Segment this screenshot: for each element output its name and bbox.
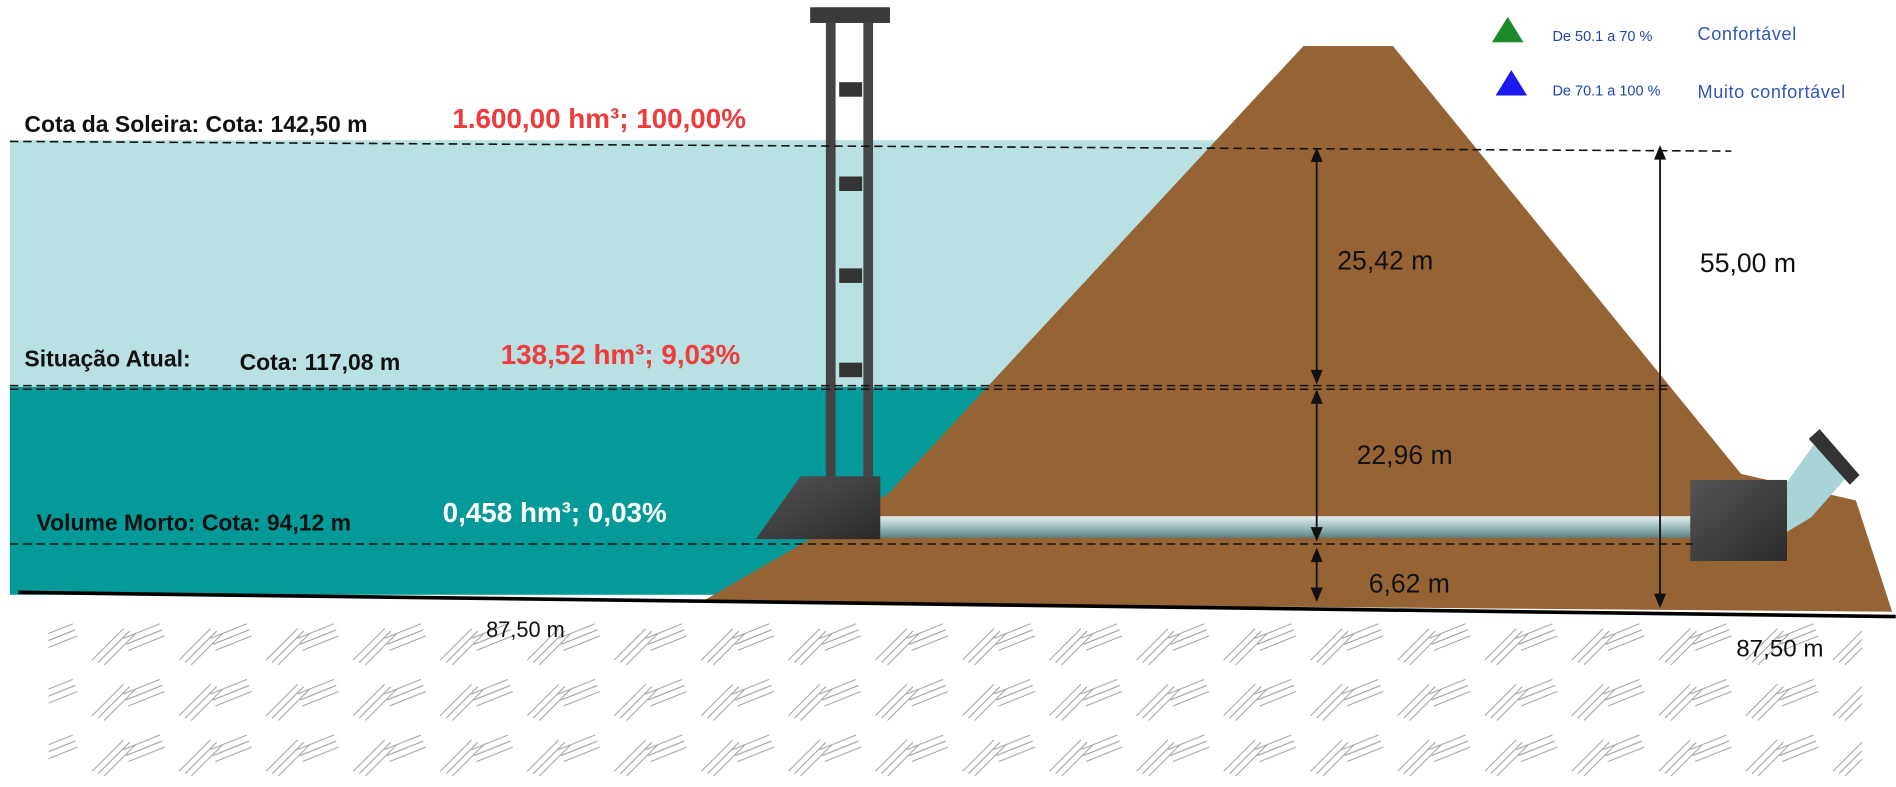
dimension-label: 6,62 m — [1369, 568, 1450, 598]
tower-leg — [863, 22, 874, 477]
dam-body — [701, 45, 1893, 612]
ground-hatch — [48, 610, 1862, 780]
dimension-label: 55,00 m — [1700, 248, 1796, 278]
level-cota: Cota: 117,08 m — [240, 349, 401, 375]
legend-marker — [1492, 16, 1524, 43]
level-volume: 138,52 hm³; 9,03% — [501, 339, 741, 370]
intake — [755, 476, 881, 540]
tower-gate — [839, 82, 863, 97]
pipe — [880, 516, 1693, 538]
tower-leg — [825, 22, 836, 477]
level-label: Volume Morto: Cota: 94,12 m — [36, 510, 351, 536]
dimension-label: 87,50 m — [1736, 635, 1823, 662]
outlet-cap — [1808, 429, 1860, 485]
level-label: Cota da Soleira: Cota: 142,50 m — [24, 111, 367, 137]
level-volume: 1.600,00 hm³; 100,00% — [452, 103, 746, 134]
dimension-label: 22,96 m — [1357, 440, 1453, 470]
ground-line — [18, 590, 1896, 619]
legend-marker — [1495, 70, 1528, 96]
legend-range: De 70.1 a 100 % — [1552, 84, 1660, 100]
level-volume: 0,458 hm³; 0,03% — [443, 497, 667, 528]
tower-gate — [839, 362, 863, 378]
legend-range: De 50.1 a 70 % — [1552, 29, 1652, 45]
dimension-label: 25,42 m — [1337, 246, 1433, 276]
legend-label: Confortável — [1698, 24, 1797, 44]
dimension-arrows — [1310, 145, 1667, 609]
tower-cap — [810, 7, 890, 23]
level-line — [9, 140, 1732, 152]
outlet-pipe — [1777, 444, 1847, 532]
tower-gate — [839, 268, 863, 283]
dimension-label: 87,50 m — [486, 617, 565, 642]
tower-gate — [839, 176, 863, 192]
level-label: Situação Atual: — [24, 345, 190, 371]
outlet-box — [1690, 479, 1787, 561]
legend-label: Muito confortável — [1698, 82, 1846, 102]
